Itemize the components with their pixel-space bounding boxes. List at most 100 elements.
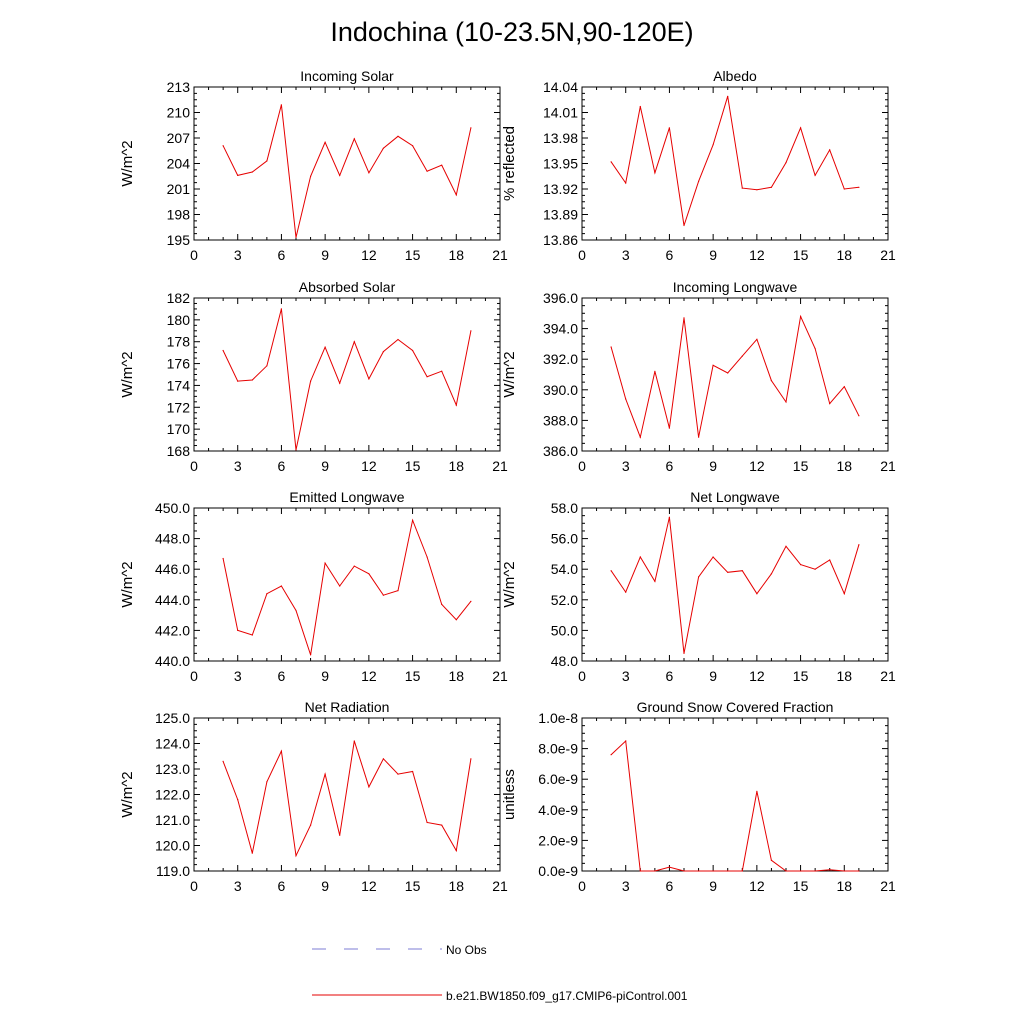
x-tick-label: 3 (234, 247, 242, 263)
data-point (470, 600, 472, 602)
x-tick-label: 3 (622, 668, 630, 684)
y-tick-label: 390.0 (543, 382, 578, 398)
x-tick-label: 18 (836, 878, 852, 894)
data-point (829, 869, 831, 871)
data-point (251, 634, 253, 636)
x-tick-label: 6 (278, 458, 286, 474)
data-point (280, 750, 282, 752)
x-tick-label: 12 (749, 458, 765, 474)
y-tick-label: 56.0 (551, 531, 578, 547)
y-tick-label: 174 (167, 377, 191, 393)
data-point (727, 870, 729, 872)
data-point (625, 591, 627, 593)
data-point (295, 449, 297, 451)
y-tick-label: 120.0 (155, 838, 190, 854)
data-point (222, 349, 224, 352)
x-tick-label: 21 (492, 878, 508, 894)
data-point (441, 370, 443, 372)
x-tick-label: 3 (234, 458, 242, 474)
plot-frame (193, 717, 501, 872)
data-point (858, 415, 860, 417)
y-axis-label: % reflected (501, 126, 518, 201)
data-point (785, 401, 787, 403)
data-point (353, 341, 355, 343)
data-point (266, 160, 268, 162)
data-point (756, 790, 758, 793)
data-point (397, 590, 399, 592)
data-point (368, 786, 370, 788)
x-tick-label: 21 (492, 458, 508, 474)
data-point (295, 236, 297, 238)
y-tick-label: 8.0e-9 (538, 741, 578, 757)
y-tick-label: 204 (167, 156, 191, 172)
data-point (610, 161, 612, 163)
data-point (668, 427, 671, 429)
plot-frame (581, 717, 889, 872)
data-point (814, 568, 816, 570)
data-point (712, 870, 714, 872)
x-tick-label: 6 (666, 247, 674, 263)
data-point (800, 870, 802, 872)
data-point (843, 593, 845, 595)
data-point (654, 370, 656, 372)
data-point (800, 127, 802, 129)
x-tick-label: 12 (749, 878, 765, 894)
panels-grid: Incoming Solar 0 3 6 9 12 15 18 21 195 198 201 204 20… (119, 68, 896, 894)
x-tick-label: 0 (190, 668, 198, 684)
data-point (770, 380, 773, 382)
data-point (683, 317, 685, 319)
y-tick-label: 14.04 (543, 79, 578, 95)
series-line (222, 104, 472, 238)
series-line (610, 739, 859, 872)
y-tick-label: 54.0 (551, 561, 578, 577)
y-axis-label: W/m^2 (501, 351, 518, 397)
data-point (470, 758, 472, 760)
y-tick-label: 13.92 (543, 181, 578, 197)
x-tick-label: 18 (448, 247, 464, 263)
data-point (251, 379, 253, 381)
data-point (668, 516, 671, 518)
data-point (814, 174, 816, 176)
y-axis-label: W/m^2 (119, 351, 136, 397)
x-tick-label: 9 (321, 247, 329, 263)
data-point (412, 519, 414, 521)
data-point (639, 870, 641, 872)
chart-panel: Absorbed Solar 0 3 6 9 12 15 18 21 168 170 172 174 17… (119, 279, 508, 474)
data-point (770, 573, 773, 575)
y-axis-label: W/m^2 (119, 771, 136, 817)
plot-frame (193, 507, 501, 662)
x-tick-label: 0 (190, 878, 198, 894)
data-point (785, 870, 787, 872)
data-point (455, 194, 457, 196)
data-point (698, 180, 700, 182)
y-tick-label: 2.0e-9 (538, 832, 578, 848)
y-tick-label: 172 (167, 399, 191, 415)
data-point (610, 570, 612, 572)
data-point (625, 398, 627, 400)
data-point (843, 870, 845, 872)
data-point (814, 347, 816, 350)
data-point (858, 186, 860, 188)
y-axis-label: W/m^2 (501, 561, 518, 607)
panel-title: Net Longwave (690, 489, 780, 505)
y-tick-label: 13.89 (543, 207, 578, 223)
x-tick-label: 3 (234, 878, 242, 894)
data-point (368, 172, 370, 174)
series-line (222, 518, 472, 656)
data-point (756, 189, 758, 191)
y-tick-label: 1.0e-8 (538, 710, 578, 726)
data-point (625, 182, 627, 184)
legend-obs-label: No Obs (446, 943, 487, 957)
plot-frame (581, 507, 889, 662)
x-tick-label: 21 (880, 247, 896, 263)
data-point (353, 138, 355, 140)
y-tick-label: 442.0 (155, 622, 190, 638)
data-point (858, 870, 860, 872)
x-tick-label: 6 (278, 668, 286, 684)
x-tick-label: 15 (793, 247, 809, 263)
data-point (382, 147, 384, 149)
x-tick-label: 9 (709, 458, 717, 474)
x-tick-label: 18 (448, 458, 464, 474)
x-tick-label: 3 (622, 878, 630, 894)
x-tick-label: 0 (578, 247, 586, 263)
